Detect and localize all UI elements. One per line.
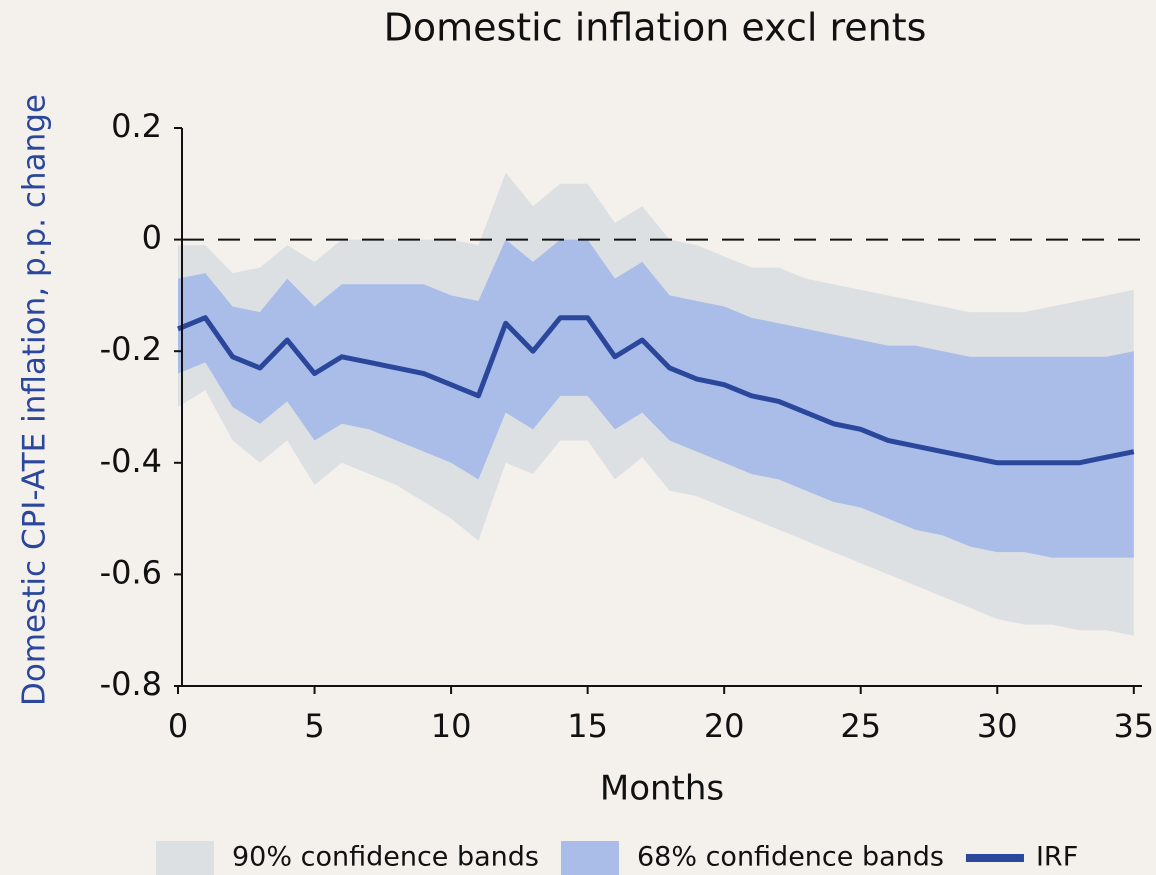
y-tick-label: -0.2 <box>100 330 162 368</box>
x-tick-label: 10 <box>431 707 472 745</box>
legend-swatch <box>965 854 1024 862</box>
x-tick-label: 15 <box>567 707 608 745</box>
y-tick-label: 0 <box>142 219 162 257</box>
x-tick-label: 25 <box>840 707 881 745</box>
y-tick-label: 0.2 <box>111 107 162 145</box>
x-axis-label: Months <box>600 769 724 809</box>
legend-label: 90% confidence bands <box>232 842 539 873</box>
x-tick-label: 20 <box>704 707 745 745</box>
x-tick-label: 30 <box>977 707 1018 745</box>
legend-swatch <box>156 841 214 875</box>
y-axis-label: Domestic CPI-ATE inflation, p.p. change <box>17 94 53 706</box>
legend-label: IRF <box>1036 842 1078 873</box>
chart-title: Domestic inflation excl rents <box>384 6 927 50</box>
x-tick-label: 35 <box>1113 707 1154 745</box>
legend-label: 68% confidence bands <box>637 842 944 873</box>
y-tick-label: -0.8 <box>100 665 162 703</box>
legend-swatch <box>560 841 619 875</box>
x-tick-label: 5 <box>304 707 324 745</box>
x-tick-label: 0 <box>168 707 188 745</box>
irf-line <box>177 315 1135 466</box>
confidence-band <box>178 239 1134 558</box>
y-tick-label: -0.4 <box>100 442 162 480</box>
y-tick-label: -0.6 <box>100 553 162 591</box>
